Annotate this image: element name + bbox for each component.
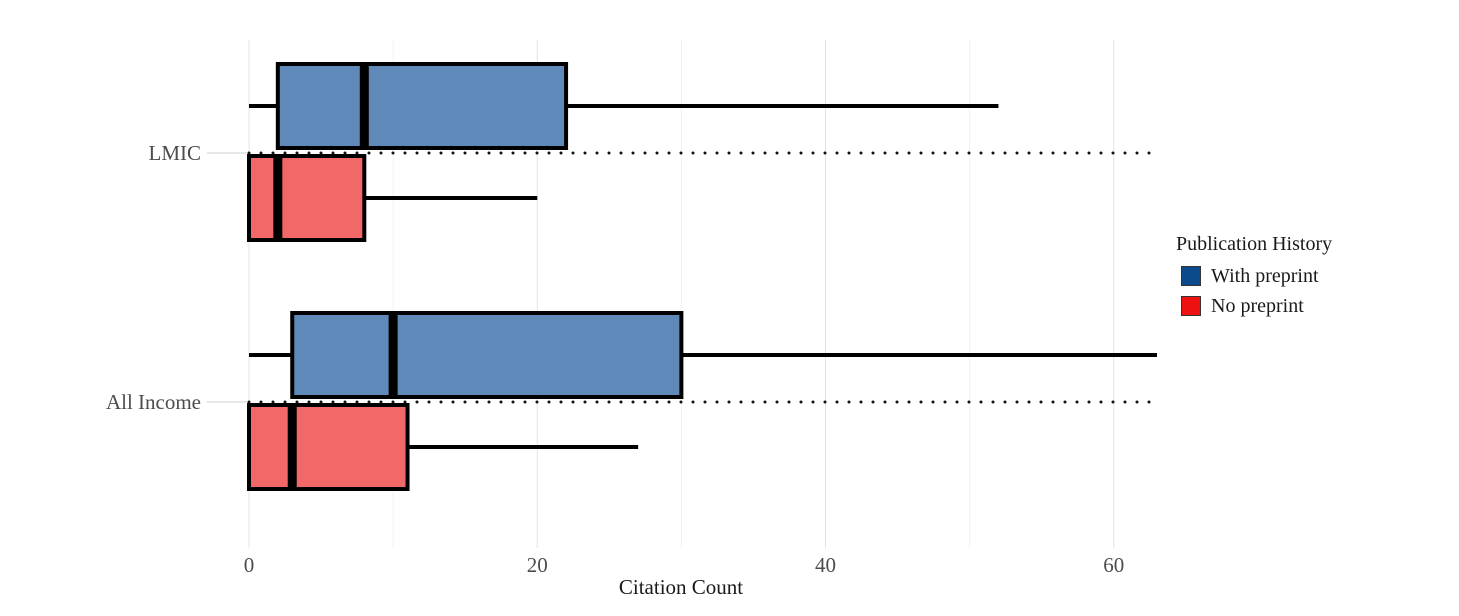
x-tick-label: 0	[244, 553, 255, 577]
boxes	[247, 62, 1157, 491]
legend-swatch-no-preprint	[1181, 296, 1201, 316]
y-tick-label: LMIC	[149, 141, 202, 165]
box-with-preprint	[249, 311, 1157, 399]
box-no-preprint	[247, 403, 639, 491]
y-tick-label: All Income	[106, 390, 201, 414]
legend: Publication History With preprint No pre…	[1176, 231, 1332, 321]
legend-swatch-with-preprint	[1181, 266, 1201, 286]
box-iqr	[275, 62, 569, 150]
x-tick-label: 60	[1103, 553, 1124, 577]
box-iqr	[290, 311, 684, 399]
legend-item-with-preprint: With preprint	[1176, 261, 1332, 291]
x-tick-label: 40	[815, 553, 836, 577]
box-with-preprint	[249, 62, 999, 150]
axes: LMIC All Income 0 20 40 60	[106, 141, 1124, 577]
legend-label-no-preprint: No preprint	[1211, 294, 1304, 317]
x-tick-label: 20	[527, 553, 548, 577]
x-axis-title: Citation Count	[619, 575, 743, 599]
legend-item-no-preprint: No preprint	[1176, 291, 1332, 321]
legend-title: Publication History	[1176, 233, 1333, 255]
box-iqr	[247, 154, 367, 242]
legend-label-with-preprint: With preprint	[1211, 264, 1319, 287]
box-no-preprint	[247, 154, 538, 242]
category-reference-lines	[247, 151, 1159, 404]
box-iqr	[247, 403, 410, 491]
